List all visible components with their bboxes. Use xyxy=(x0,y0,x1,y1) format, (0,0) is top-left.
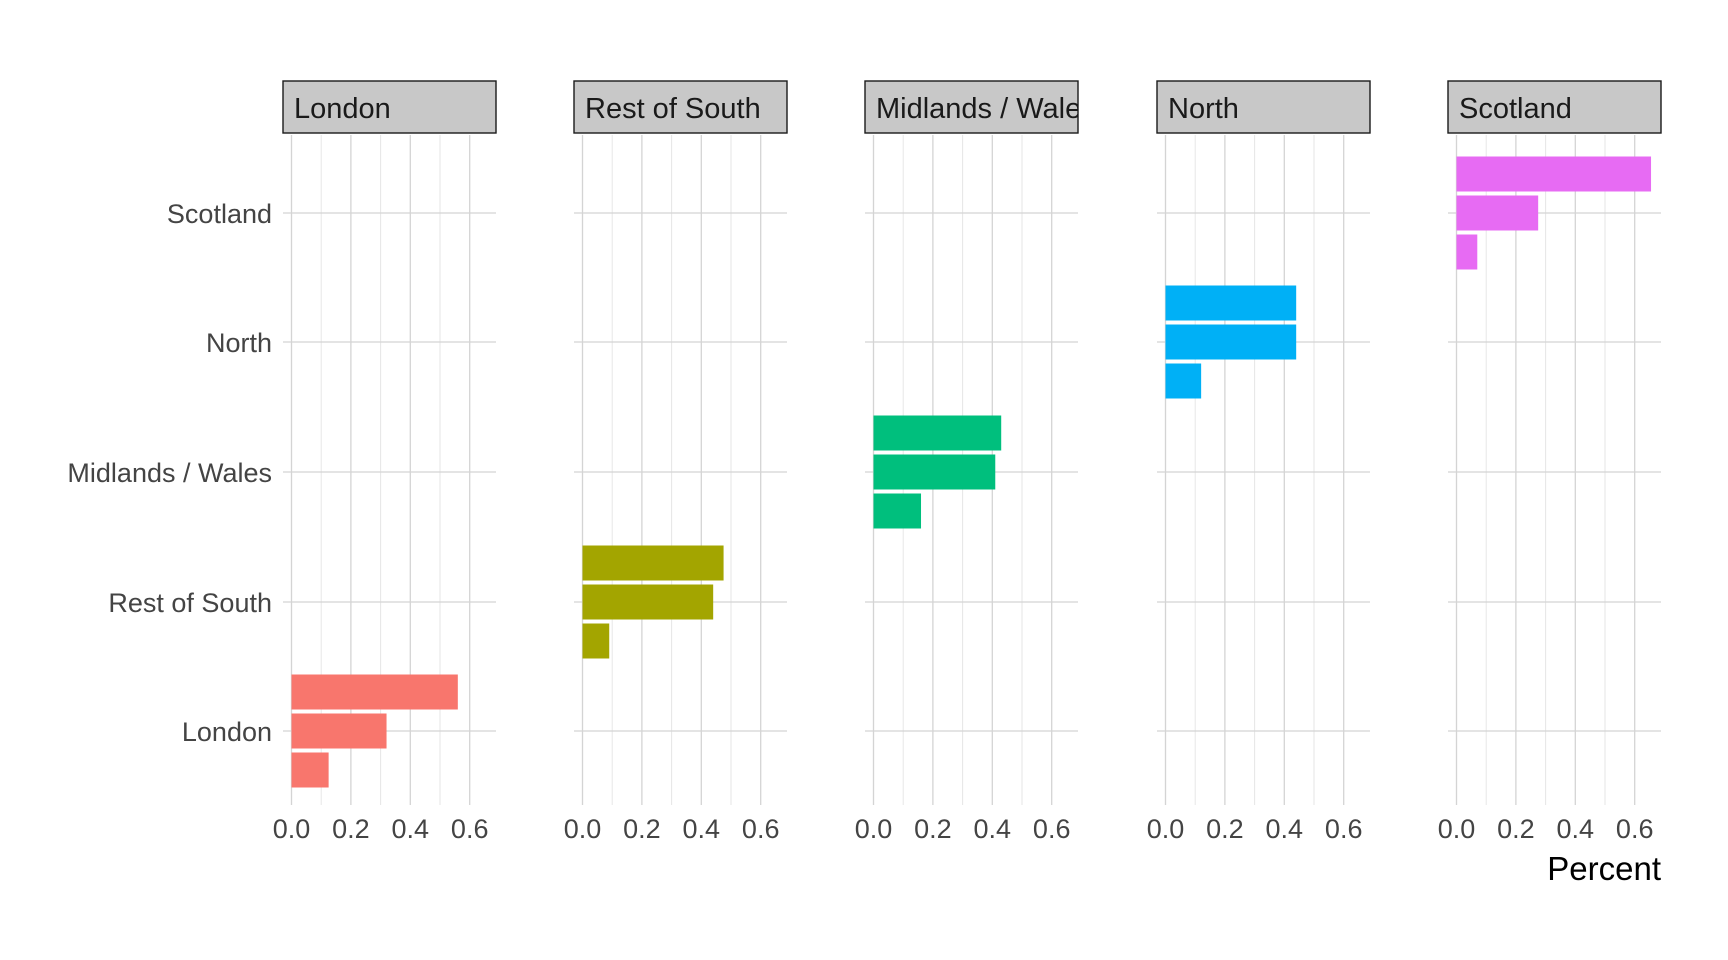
facet-strip xyxy=(1447,80,1662,134)
x-tick-label: 0.0 xyxy=(1147,814,1185,844)
facet-panel: North 0.0 0.2 0.4 0.6 xyxy=(1147,80,1371,844)
x-tick-label: 0.4 xyxy=(392,814,430,844)
facet-strip xyxy=(573,80,788,134)
bar xyxy=(582,545,724,581)
facet-panel: Scotland 0.0 0.2 0.4 0.6 xyxy=(1438,80,1662,844)
x-tick-label: 0.0 xyxy=(273,814,311,844)
x-tick-label: 0.6 xyxy=(1616,814,1654,844)
x-tick-label: 0.6 xyxy=(742,814,780,844)
facet-strip-label: North xyxy=(1168,93,1239,125)
x-tick-label: 0.2 xyxy=(623,814,661,844)
bar xyxy=(291,713,387,749)
x-tick-label: 0.2 xyxy=(914,814,952,844)
facet-strip xyxy=(1156,80,1371,134)
facet-panel: London 0.0 0.2 0.4 0.6 xyxy=(273,80,497,844)
x-tick-label: 0.6 xyxy=(451,814,489,844)
x-tick-label: 0.0 xyxy=(855,814,893,844)
bar xyxy=(291,674,458,710)
x-tick-label: 0.6 xyxy=(1033,814,1071,844)
facet-strip-label: Rest of South xyxy=(585,93,761,125)
bar xyxy=(873,415,1002,451)
x-tick-label: 0.4 xyxy=(1557,814,1595,844)
bar xyxy=(1456,234,1478,270)
x-axis-title: Percent xyxy=(1547,850,1661,887)
y-tick-label: Midlands / Wales xyxy=(67,458,272,488)
bar xyxy=(1165,285,1297,321)
x-tick-label: 0.0 xyxy=(1438,814,1476,844)
facet-strip-label: Midlands / Wales xyxy=(876,93,1096,125)
bar xyxy=(582,584,714,620)
facet-strip xyxy=(282,80,497,134)
x-tick-label: 0.4 xyxy=(1266,814,1304,844)
bar xyxy=(1165,324,1297,360)
x-tick-label: 0.4 xyxy=(974,814,1012,844)
bar xyxy=(873,493,922,529)
facet-panels: London 0.0 0.2 0.4 0.6 Rest of South 0.0 0.2 0.4… xyxy=(273,80,1662,844)
y-tick-label: Rest of South xyxy=(108,588,272,618)
y-tick-label: London xyxy=(182,717,272,747)
facet-strip-label: London xyxy=(294,93,391,125)
y-tick-label: Scotland xyxy=(167,199,272,229)
bar xyxy=(873,454,996,490)
bar xyxy=(291,752,329,788)
bar xyxy=(582,623,610,659)
facet-strip xyxy=(864,80,1079,134)
bar xyxy=(1456,195,1539,231)
x-tick-label: 0.2 xyxy=(1206,814,1244,844)
x-tick-label: 0.2 xyxy=(332,814,370,844)
bar xyxy=(1165,363,1202,399)
facet-strip-label: Scotland xyxy=(1459,93,1572,125)
x-tick-label: 0.4 xyxy=(683,814,721,844)
x-tick-label: 0.2 xyxy=(1497,814,1535,844)
facet-panel: Midlands / Wales 0.0 0.2 0.4 0.6 xyxy=(855,80,1096,844)
x-tick-label: 0.0 xyxy=(564,814,602,844)
y-axis: Scotland North Midlands / Wales Rest of Sou… xyxy=(67,199,272,747)
x-tick-label: 0.6 xyxy=(1325,814,1363,844)
facet-panel: Rest of South 0.0 0.2 0.4 0.6 xyxy=(564,80,788,844)
bar xyxy=(1456,156,1652,192)
y-tick-label: North xyxy=(206,328,272,358)
